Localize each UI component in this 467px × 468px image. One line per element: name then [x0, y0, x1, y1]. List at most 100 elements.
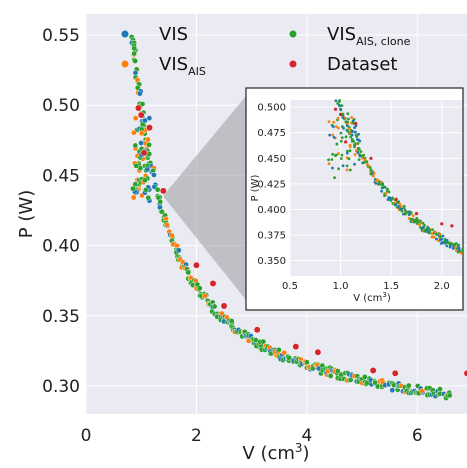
inset-curve-point — [358, 154, 362, 158]
inset-curve-point — [386, 187, 389, 191]
inset-grid — [289, 100, 462, 276]
inset-cluster-point — [335, 142, 339, 146]
inset-cluster-point — [342, 126, 345, 130]
inset-cluster-point — [337, 167, 340, 171]
x-axis-label: V (cm3) — [242, 441, 309, 464]
inset-cluster-point — [336, 116, 340, 120]
inset-cluster-point — [345, 128, 349, 132]
inset-cluster-point — [353, 153, 357, 156]
inset-curve-point — [407, 213, 411, 216]
dataset-point — [135, 104, 142, 112]
y-tick-label: 0.40 — [42, 237, 80, 257]
main-ticks: 0 2 4 6 0.30 0.35 0.40 0.45 0.50 0.55 — [42, 26, 423, 446]
inset-curve-point — [384, 192, 388, 195]
curve-point — [201, 293, 208, 299]
y-tick-label: 0.55 — [42, 26, 80, 46]
cluster-point — [145, 194, 152, 201]
inset-curve-point — [443, 241, 447, 245]
inset-dataset-point — [369, 156, 373, 160]
inset-curve-point — [387, 190, 391, 194]
inset-curve-point — [434, 237, 438, 241]
y-tick-label: 0.35 — [42, 307, 80, 327]
inset-curve-point — [350, 133, 354, 137]
cluster-point — [137, 165, 144, 172]
inset-curve-point — [371, 174, 375, 178]
inset-curve-point — [394, 203, 398, 206]
inset-x-tick-label: 1.0 — [333, 281, 349, 292]
inset-curve-point — [334, 99, 338, 103]
inset-y-tick-label: 0.375 — [257, 231, 286, 242]
inset-curve-point — [411, 214, 415, 218]
x-tick-label: 2 — [191, 426, 202, 446]
inset-curve-point — [360, 156, 364, 160]
inset-curve-point — [459, 251, 463, 255]
inset-cluster-point — [341, 116, 345, 119]
curve-point — [196, 285, 203, 292]
inset-cluster-point — [337, 126, 340, 130]
inset-cluster-point — [344, 135, 348, 139]
inset-cluster-point — [327, 158, 330, 162]
cluster-point — [138, 140, 144, 146]
cluster-point — [146, 142, 152, 148]
inset-cluster-point — [350, 116, 354, 119]
inset-curve-point — [345, 124, 349, 128]
inset-curve-point — [407, 217, 411, 220]
inset-x-tick-label: 0.5 — [282, 281, 298, 292]
curve-point — [362, 374, 368, 380]
curve-point — [169, 232, 175, 239]
cluster-point — [132, 181, 139, 188]
inset-cluster-point — [348, 149, 352, 153]
inset-cluster-point — [327, 162, 331, 166]
inset-curve-point — [353, 145, 356, 149]
inset-curve-point — [430, 235, 434, 239]
inset-curve-point — [341, 112, 345, 116]
inset-curve-point — [382, 185, 385, 189]
curve-point — [211, 303, 218, 310]
dataset-point — [220, 302, 228, 310]
inset-curve-point — [363, 158, 367, 162]
curve-point — [327, 373, 334, 379]
inset-curve-point — [356, 151, 360, 154]
inset-cluster-point — [331, 133, 335, 137]
legend-marker — [289, 60, 297, 68]
inset-curve-point — [445, 244, 449, 248]
legend-marker — [121, 60, 129, 68]
inset-curve-point — [359, 150, 363, 153]
cluster-point — [142, 177, 148, 184]
inset-curve-point — [461, 247, 465, 251]
x-tick-label: 4 — [301, 426, 312, 446]
inset-cluster-point — [353, 162, 356, 166]
curve-point — [164, 222, 170, 228]
inset-cluster-point — [353, 143, 356, 146]
inset-curve-point — [396, 201, 400, 205]
inset-cluster-point — [356, 142, 360, 145]
inset-x-tick-label: 1.5 — [383, 281, 399, 292]
curve-point — [446, 392, 453, 399]
curve-point — [405, 382, 412, 389]
inset-curve-point — [409, 211, 413, 215]
inset-cluster-point — [346, 112, 350, 116]
inset-cluster-point — [351, 119, 355, 123]
inset-curve-point — [419, 226, 422, 229]
inset-cluster-point — [331, 166, 334, 170]
curve-point — [154, 186, 161, 193]
curve-point — [131, 50, 137, 57]
inset-dataset-point — [333, 107, 338, 111]
inset-curve-point — [411, 217, 415, 221]
inset-cluster-point — [357, 132, 360, 136]
inset-cluster-point — [333, 154, 337, 157]
inset-cluster-point — [334, 125, 338, 128]
inset-cluster-point — [333, 176, 336, 180]
inset-curve-point — [438, 233, 442, 236]
curve-point — [304, 359, 310, 366]
inset-curve-point — [380, 183, 384, 186]
inset-dataset-point — [440, 222, 444, 226]
main-points — [128, 34, 467, 401]
inset-curve-point — [336, 102, 340, 105]
inset-cluster-point — [347, 117, 350, 121]
inset-dataset-point — [394, 197, 398, 201]
curve-point — [176, 247, 182, 254]
inset-curve-point — [351, 139, 355, 143]
inset-curve-point — [423, 224, 426, 227]
cluster-point — [146, 115, 153, 121]
